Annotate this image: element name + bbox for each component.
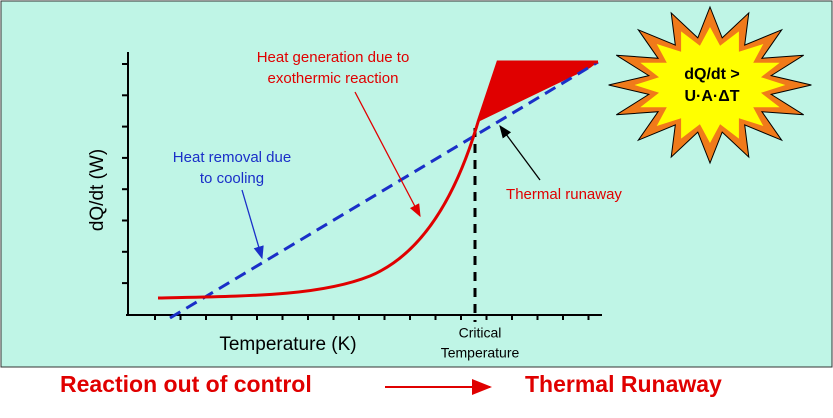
removal-arrow [241, 189, 264, 260]
generation-label: exothermic reaction [268, 70, 399, 87]
x-axis-label: Temperature (K) [219, 334, 356, 355]
removal-label: to cooling [200, 170, 264, 187]
generation-curve [157, 60, 598, 300]
generation-label: Heat generation due to [257, 49, 410, 66]
footer-left: Reaction out of control [60, 371, 312, 397]
runaway-arrow [499, 124, 541, 181]
removal-label: Heat removal due [173, 149, 291, 166]
removal-line [169, 60, 599, 320]
ticks [122, 63, 590, 320]
starburst-text: dQ/dt > [684, 66, 740, 83]
runaway-label: Thermal runaway [506, 186, 622, 203]
starburst-text: U·A·ΔT [684, 88, 739, 105]
starburst-inner [634, 27, 786, 143]
critical-label: Temperature [441, 345, 520, 361]
y-axis-label: dQ/dt (W) [87, 149, 108, 231]
generation-arrow [354, 91, 421, 218]
critical-label: Critical [459, 325, 502, 341]
footer-right: Thermal Runaway [525, 371, 722, 397]
runaway-region [478, 62, 598, 122]
